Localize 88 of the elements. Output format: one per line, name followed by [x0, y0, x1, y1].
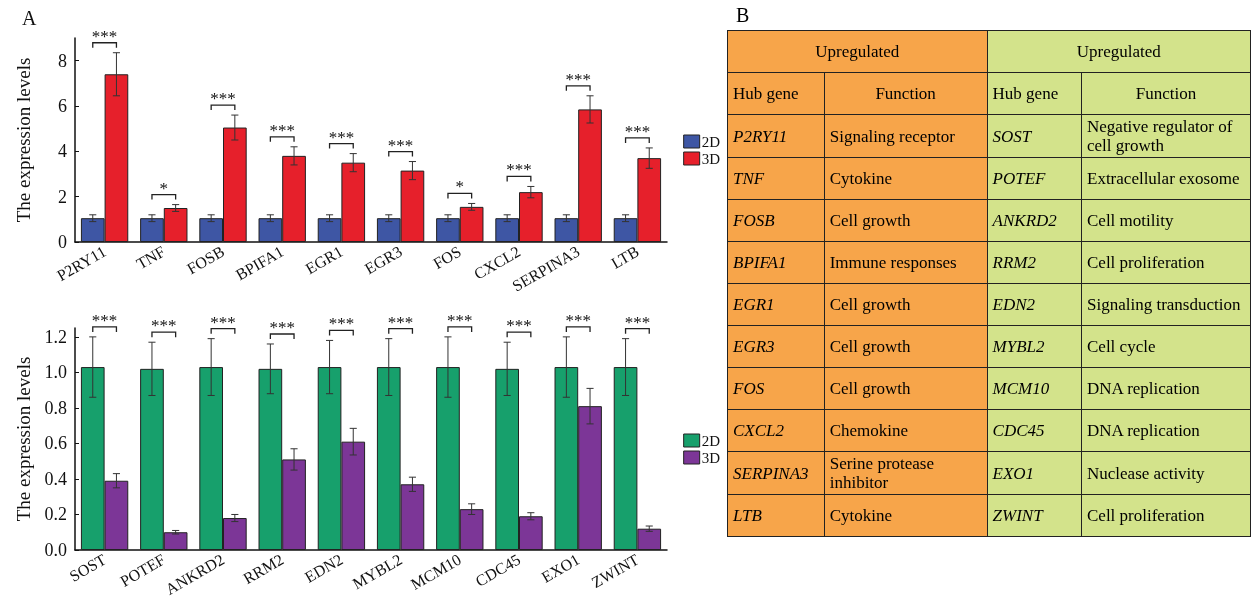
x-tick-label: FOS: [430, 242, 465, 273]
annotation: *: [159, 178, 169, 198]
y-axis-title: The expression levels: [13, 356, 34, 522]
text: Immune responses: [824, 241, 988, 284]
text: Upregulated: [727, 30, 988, 73]
text: Function: [824, 72, 988, 115]
annotation: *: [455, 177, 465, 197]
legend-label: 2D: [701, 133, 721, 150]
annotation: ***: [210, 89, 236, 109]
text: TNF: [727, 157, 825, 200]
y-tick-label: 6: [58, 96, 67, 116]
text: Cytokine: [824, 157, 988, 200]
y-tick-label: 0: [58, 232, 67, 252]
annotation: ***: [328, 314, 355, 334]
annotation: ***: [624, 121, 651, 141]
y-tick-label: 2: [58, 186, 67, 207]
legend-label: 3D: [701, 150, 721, 167]
text: MCM10: [987, 367, 1082, 410]
y-tick-label: 1.2: [44, 326, 67, 347]
text: Chemokine: [824, 409, 988, 452]
annotation: ***: [91, 26, 118, 46]
y-tick-label: 0.4: [44, 468, 67, 489]
text: Cell growth: [824, 199, 988, 242]
text: Cell growth: [824, 325, 988, 368]
text: Signaling receptor: [824, 114, 988, 158]
text: POTEF: [987, 157, 1082, 200]
annotation: ***: [269, 120, 295, 140]
text: Cell proliferation: [1081, 494, 1251, 537]
text: CDC45: [987, 409, 1082, 452]
text: Cell proliferation: [1081, 241, 1251, 284]
annotation: ***: [506, 160, 532, 180]
legend-label: 2D: [701, 432, 721, 449]
x-tick-label: TNF: [133, 242, 169, 273]
x-tick-label: EGR1: [302, 242, 346, 278]
annotation: ***: [447, 310, 473, 330]
text: MYBL2: [987, 325, 1082, 368]
y-tick-label: 0.2: [44, 504, 67, 525]
text: SERPINA3: [727, 451, 825, 495]
text: SOST: [987, 114, 1082, 158]
x-tick-label: LTB: [608, 242, 642, 272]
text: EXO1: [987, 451, 1082, 495]
text: B: [736, 4, 750, 27]
annotation: ***: [151, 316, 177, 336]
annotation: ***: [328, 127, 355, 147]
text: LTB: [727, 494, 825, 537]
annotation: ***: [565, 69, 591, 89]
annotation: ***: [506, 316, 532, 336]
annotation: ***: [269, 317, 295, 337]
text: Function: [1081, 72, 1251, 115]
text: P2RY11: [727, 114, 825, 158]
text: Hub gene: [987, 72, 1082, 115]
text: ANKRD2: [987, 199, 1082, 242]
text: Extracellular exosome: [1081, 157, 1251, 200]
text: ZWINT: [987, 494, 1082, 537]
y-tick-label: 0.8: [44, 397, 67, 418]
text: CXCL2: [727, 409, 825, 452]
text: Cell cycle: [1081, 325, 1251, 368]
text: Negative regulator of cell growth: [1081, 114, 1251, 158]
text: Cell motility: [1081, 199, 1251, 242]
text: EGR1: [727, 283, 825, 326]
annotation: ***: [91, 310, 118, 330]
annotation: ***: [565, 310, 591, 330]
y-tick-label: 8: [58, 50, 67, 71]
text: DNA replication: [1081, 409, 1251, 452]
text: Upregulated: [987, 30, 1251, 73]
text: EDN2: [987, 283, 1082, 326]
text: Nuclease activity: [1081, 451, 1251, 495]
text: FOSB: [727, 199, 825, 242]
y-tick-label: 0.0: [44, 540, 67, 560]
text: Cell growth: [824, 283, 988, 326]
y-tick-label: 1.0: [44, 362, 67, 383]
text: DNA replication: [1081, 367, 1251, 410]
text: Hub gene: [727, 72, 825, 115]
text: FOS: [727, 367, 825, 410]
text: Cytokine: [824, 494, 988, 537]
annotation: ***: [210, 312, 236, 332]
y-tick-label: 4: [58, 141, 67, 162]
annotation: ***: [387, 312, 414, 332]
legend-label: 3D: [701, 449, 721, 466]
annotation: ***: [624, 312, 651, 332]
annotation: ***: [387, 135, 414, 155]
y-axis-title: The expression levels: [13, 57, 34, 223]
text: A: [22, 7, 37, 29]
text: Signaling transduction: [1081, 283, 1251, 326]
y-tick-label: 0.6: [44, 433, 67, 454]
text: Serine protease inhibitor: [824, 451, 988, 495]
text: Cell growth: [824, 367, 988, 410]
text: EGR3: [727, 325, 825, 368]
